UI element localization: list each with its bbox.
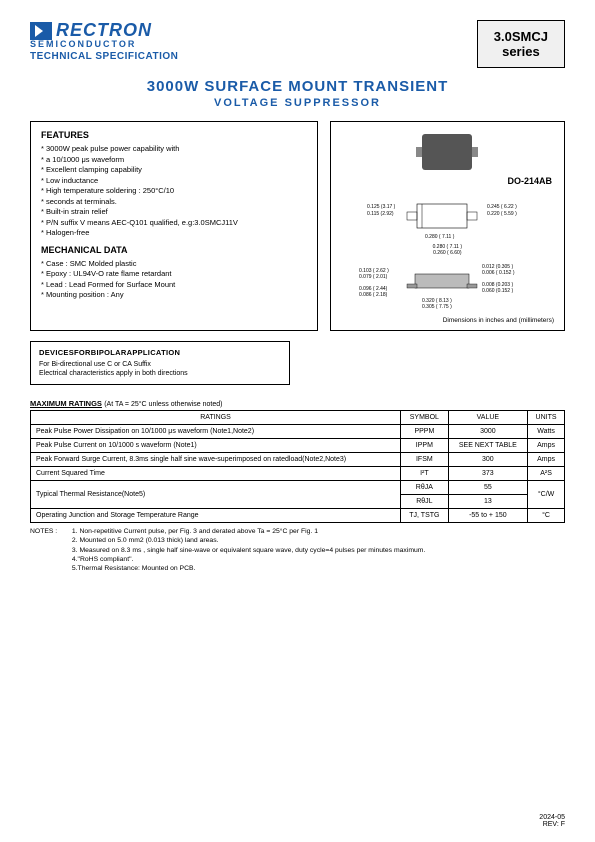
cell-value: 373 <box>448 467 527 481</box>
cell-units: Watts <box>528 425 565 439</box>
bipolar-line1: For Bi-directional use C or CA Suffix <box>39 360 281 369</box>
note-item: 3. Measured on 8.3 ms , single half sine… <box>72 546 425 555</box>
cell-symbol: RθJL <box>401 495 449 509</box>
mech-item: Lead : Lead Formed for Surface Mount <box>41 280 307 291</box>
cell-value: 13 <box>448 495 527 509</box>
cell-rating: Operating Junction and Storage Temperatu… <box>31 509 401 523</box>
dim-top-view-icon: 0.125 (3.17 ) 0.115 (2.92) 0.245 ( 6.22 … <box>337 192 547 242</box>
dim-label: 0.079 ( 2.01) <box>359 274 388 280</box>
title-block: 3000W SURFACE MOUNT TRANSIENT VOLTAGE SU… <box>30 78 565 109</box>
table-row: Peak Forward Surge Current, 8.3ms single… <box>31 453 565 467</box>
package-label: DO-214AB <box>337 176 552 186</box>
bipolar-box: DEVICESFORBIPOLARAPPLICATION For Bi-dire… <box>30 341 290 385</box>
dim-label: 0.060 (0.152 ) <box>482 288 513 294</box>
bipolar-line2: Electrical characteristics apply in both… <box>39 369 281 378</box>
cell-value: SEE NEXT TABLE <box>448 439 527 453</box>
feature-item: High temperature soldering : 250°C/10 <box>41 186 307 197</box>
feature-item: Excellent clamping capability <box>41 165 307 176</box>
feature-item: seconds at terminals. <box>41 197 307 208</box>
note-item: 5.Thermal Resistance: Mounted on PCB. <box>72 564 425 573</box>
feature-item: a 10/1000 μs waveform <box>41 155 307 166</box>
features-box: FEATURES 3000W peak pulse power capabili… <box>30 121 318 331</box>
note-item: 1. Non-repetitive Current pulse, per Fig… <box>72 527 425 536</box>
cell-units: Amps <box>528 453 565 467</box>
cell-symbol: TJ, TSTG <box>401 509 449 523</box>
bipolar-title: DEVICESFORBIPOLARAPPLICATION <box>39 348 281 357</box>
cell-value: 3000 <box>448 425 527 439</box>
table-row: Typical Thermal Resistance(Note5)RθJA55°… <box>31 481 565 495</box>
dim-label: 0.125 (3.17 ) <box>367 204 396 210</box>
feature-item: P/N suffix V means AEC-Q101 qualified, e… <box>41 218 307 229</box>
package-shape-icon <box>422 134 472 170</box>
cell-value: 55 <box>448 481 527 495</box>
feature-item: Low inductance <box>41 176 307 187</box>
cell-rating: Peak Forward Surge Current, 8.3ms single… <box>31 453 401 467</box>
table-row: Peak Pulse Power Dissipation on 10/1000 … <box>31 425 565 439</box>
notes-block: NOTES : 1. Non-repetitive Current pulse,… <box>30 527 565 573</box>
logo-name: RECTRON <box>56 20 152 41</box>
mech-item: Case : SMC Molded plastic <box>41 259 307 270</box>
mech-item: Epoxy : UL94V-O rate flame retardant <box>41 269 307 280</box>
cell-symbol: PPPM <box>401 425 449 439</box>
footer-date: 2024-05 <box>539 814 565 821</box>
ratings-table: RATINGSSYMBOLVALUEUNITS Peak Pulse Power… <box>30 410 565 523</box>
logo-block: RECTRON SEMICONDUCTOR TECHNICAL SPECIFIC… <box>30 20 178 62</box>
ratings-col-header: UNITS <box>528 411 565 425</box>
table-row: Current Squared TimeI²T373A²S <box>31 467 565 481</box>
table-row: Operating Junction and Storage Temperatu… <box>31 509 565 523</box>
cell-symbol: RθJA <box>401 481 449 495</box>
cell-units: °C <box>528 509 565 523</box>
ratings-col-header: SYMBOL <box>401 411 449 425</box>
cell-units: Amps <box>528 439 565 453</box>
notes-label: NOTES : <box>30 527 70 536</box>
ratings-cond: (At TA = 25°C unless otherwise noted) <box>104 401 222 408</box>
ratings-col-header: RATINGS <box>31 411 401 425</box>
features-heading: FEATURES <box>41 130 307 140</box>
footer: 2024-05 REV: F <box>539 814 565 828</box>
dims-caption: Dimensions in inches and (millimeters) <box>337 317 558 324</box>
series-box: 3.0SMCJ series <box>477 20 565 68</box>
dim-side-view-icon: 0.103 ( 2.62 ) 0.079 ( 2.01) 0.096 ( 2.4… <box>337 256 547 311</box>
logo-sub: SEMICONDUCTOR <box>30 39 178 49</box>
ratings-col-header: VALUE <box>448 411 527 425</box>
cell-rating: Typical Thermal Resistance(Note5) <box>31 481 401 509</box>
cell-value: -55 to + 150 <box>448 509 527 523</box>
title-sub: VOLTAGE SUPPRESSOR <box>30 97 565 109</box>
dim-label: 0.280 ( 7.11 ) <box>425 234 455 240</box>
feature-item: Built-in strain relief <box>41 207 307 218</box>
mech-heading: MECHANICAL DATA <box>41 245 307 255</box>
cell-rating: Current Squared Time <box>31 467 401 481</box>
series-line1: 3.0SMCJ <box>494 29 548 44</box>
feature-item: 3000W peak pulse power capability with <box>41 144 307 155</box>
cell-symbol: I²T <box>401 467 449 481</box>
ratings-title: MAXIMUM RATINGS <box>30 399 102 408</box>
cell-value: 300 <box>448 453 527 467</box>
dim-label: 0.220 ( 5.59 ) <box>487 211 517 217</box>
dim-label: 0.006 ( 0.152 ) <box>482 270 515 276</box>
table-row: Peak Pulse Current on 10/1000 s waveform… <box>31 439 565 453</box>
cell-symbol: IFSM <box>401 453 449 467</box>
package-diagram: DO-214AB 0.125 (3.17 ) 0.115 (2.92) 0.24… <box>330 121 565 331</box>
note-item: 4."RoHS compliant". <box>72 555 425 564</box>
dim-label: 0.115 (2.92) <box>367 211 394 217</box>
mech-item: Mounting position : Any <box>41 290 307 301</box>
note-item: 2. Mounted on 5.0 mm2 (0.013 thick) land… <box>72 536 425 545</box>
title-main: 3000W SURFACE MOUNT TRANSIENT <box>30 78 565 95</box>
cell-units: A²S <box>528 467 565 481</box>
logo-tech: TECHNICAL SPECIFICATION <box>30 51 178 62</box>
dim-label: 0.305 ( 7.75 ) <box>422 304 452 310</box>
dim-label: 0.245 ( 6.22 ) <box>487 204 517 210</box>
cell-rating: Peak Pulse Current on 10/1000 s waveform… <box>31 439 401 453</box>
logo-icon <box>30 22 52 40</box>
dim-label: 0.086 ( 2.18) <box>359 292 388 298</box>
mech-list: Case : SMC Molded plasticEpoxy : UL94V-O… <box>41 259 307 301</box>
series-line2: series <box>494 44 548 59</box>
notes-list: 1. Non-repetitive Current pulse, per Fig… <box>72 527 425 573</box>
cell-symbol: IPPM <box>401 439 449 453</box>
footer-rev: REV: F <box>539 821 565 828</box>
cell-units: °C/W <box>528 481 565 509</box>
features-list: 3000W peak pulse power capability witha … <box>41 144 307 239</box>
feature-item: Halogen-free <box>41 228 307 239</box>
cell-rating: Peak Pulse Power Dissipation on 10/1000 … <box>31 425 401 439</box>
